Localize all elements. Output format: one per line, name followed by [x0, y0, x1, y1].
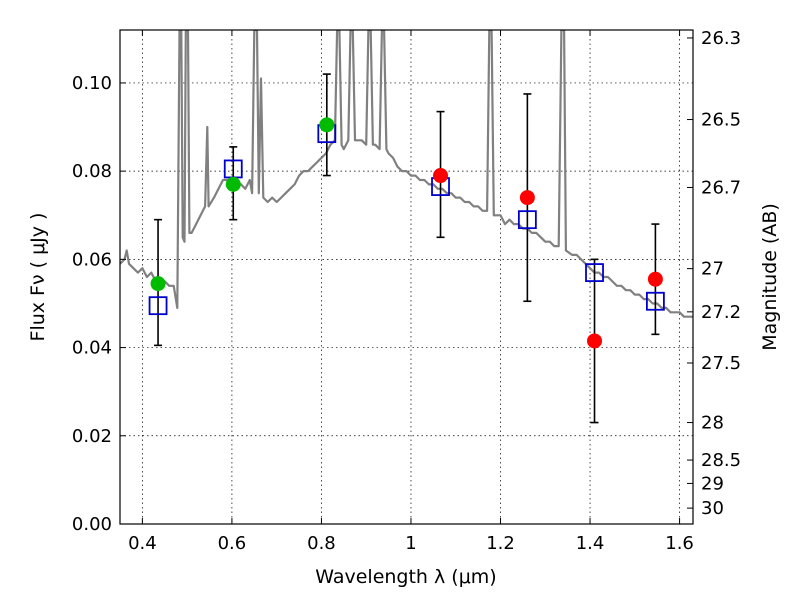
x-tick-label: 1.4: [576, 533, 605, 554]
y-tick-label: 0.04: [72, 338, 112, 359]
y2-tick-label: 29: [701, 473, 724, 494]
x-tick-label: 1.2: [486, 533, 515, 554]
x-tick-label: 0.4: [128, 533, 157, 554]
y2-tick-label: 26.5: [701, 110, 741, 131]
sed-chart: 0.4 0.6 0.8 1 1.2 1.4 1.6 0.00 0.02 0.04 0.06 0.08…: [0, 0, 800, 600]
observed-flux-point: [433, 168, 448, 183]
y2-tick-label: 28.5: [701, 450, 741, 471]
errorbar-layer: [154, 74, 659, 422]
y-tick-label: 0.08: [72, 161, 112, 182]
y-tick-label: 0.00: [72, 514, 112, 535]
observed-flux-point: [319, 117, 334, 132]
observed-flux-point: [648, 272, 663, 287]
x-tick-label: 1: [405, 533, 416, 554]
observed-flux-point: [151, 276, 166, 291]
y-tick-label: 0.06: [72, 249, 112, 270]
observed-flux-point: [587, 333, 602, 348]
y-tick-label: 0.02: [72, 426, 112, 447]
spectrum-line: [120, 30, 693, 317]
y2-tick-label: 27.2: [701, 302, 741, 323]
observed-flux-layer: [151, 117, 663, 348]
spectrum-layer: [120, 30, 693, 317]
y2-tick-label: 28: [701, 413, 724, 434]
y2-tick-label: 27: [701, 259, 724, 280]
x-tick-label: 1.6: [665, 533, 694, 554]
y-axis-label: Flux Fν ( μJy ): [27, 213, 49, 342]
observed-flux-point: [226, 177, 241, 192]
y2-axis: 26.3 26.5 26.7 27 27.2 27.5 28 28.529 30: [687, 28, 741, 519]
y2-tick-label: 30: [701, 498, 724, 519]
x-axis-label: Wavelength λ (μm): [315, 566, 496, 588]
y2-axis-label: Magnitude (AB): [759, 203, 781, 351]
y-tick-label: 0.10: [72, 73, 112, 94]
observed-flux-point: [520, 190, 535, 205]
y-axis: 0.00 0.02 0.04 0.06 0.08 0.10: [72, 73, 126, 535]
model-flux-layer: [150, 125, 664, 314]
y2-tick-label: 27.5: [701, 353, 741, 374]
x-tick-label: 0.8: [307, 533, 336, 554]
y2-tick-label: 26.3: [701, 28, 741, 49]
y2-tick-label: 26.7: [701, 177, 741, 198]
x-tick-label: 0.6: [218, 533, 247, 554]
